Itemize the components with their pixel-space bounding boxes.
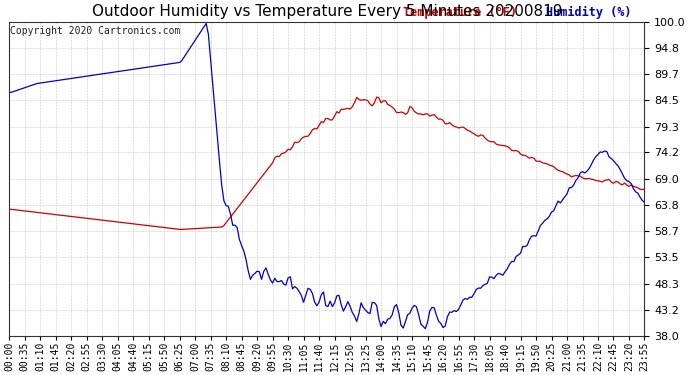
Text: Humidity (%): Humidity (%) [546,6,631,19]
Title: Outdoor Humidity vs Temperature Every 5 Minutes 20200819: Outdoor Humidity vs Temperature Every 5 … [92,4,562,19]
Text: Copyright 2020 Cartronics.com: Copyright 2020 Cartronics.com [10,26,181,36]
Text: Temperature (°F): Temperature (°F) [403,6,517,19]
